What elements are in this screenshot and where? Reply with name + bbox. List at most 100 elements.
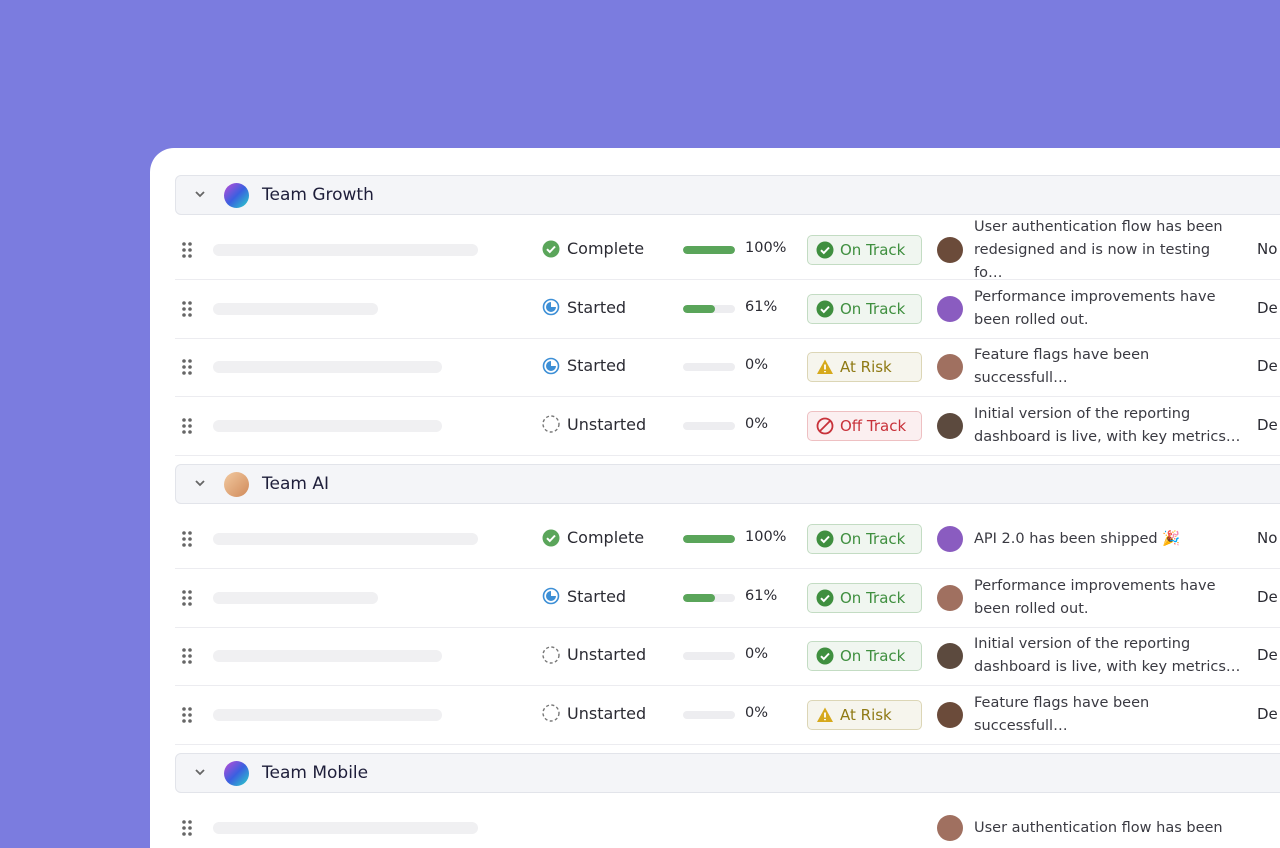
status[interactable]: Started bbox=[542, 298, 626, 317]
placeholder bbox=[213, 533, 478, 545]
drag-handle[interactable] bbox=[181, 819, 193, 837]
placeholder bbox=[213, 650, 442, 662]
placeholder bbox=[213, 361, 442, 373]
row[interactable]: Unstarted 0% Off Track De Initial version of… bbox=[175, 397, 1280, 456]
drag-handle[interactable] bbox=[181, 417, 193, 435]
update-text: Performance improvements have been rolle… bbox=[974, 288, 1216, 328]
row[interactable]: Started 61% On Track De Performance improvem… bbox=[175, 280, 1280, 339]
icon bbox=[817, 707, 833, 722]
group-header[interactable]: Team Growth bbox=[175, 175, 1280, 215]
date: De bbox=[1257, 704, 1278, 723]
update-text: Feature flags have been successfull… bbox=[974, 694, 1150, 734]
drag-handle[interactable] bbox=[181, 358, 193, 376]
progress-label: 0% bbox=[745, 646, 769, 662]
drag-handle[interactable] bbox=[181, 241, 193, 259]
health-badge[interactable]: Off Track bbox=[807, 410, 922, 441]
date: No bbox=[1257, 529, 1278, 547]
icon bbox=[542, 415, 560, 433]
update-text: Feature flags have been successfull… bbox=[974, 347, 1150, 386]
update-text: Initial version of the reporting dashboa… bbox=[974, 405, 1241, 445]
progress-label: 0% bbox=[745, 357, 769, 373]
health-label: On Track bbox=[840, 299, 906, 318]
row[interactable]: Started 0% At Risk De Feature flags have bee… bbox=[175, 338, 1280, 397]
date: De bbox=[1257, 587, 1278, 606]
chevron bbox=[195, 480, 205, 487]
row[interactable]: Complete 100% On Track No API 2.0 has been s… bbox=[175, 510, 1280, 569]
team-icon bbox=[224, 183, 249, 208]
status-label: Unstarted bbox=[567, 703, 647, 723]
group-name: Team AI bbox=[262, 474, 329, 494]
update-text: API 2.0 has been shipped 🎉 bbox=[974, 530, 1181, 547]
date: De bbox=[1257, 357, 1278, 375]
update-text: Initial version of the reporting dashboa… bbox=[974, 636, 1241, 675]
group-name: Team Growth bbox=[262, 185, 374, 205]
status-label: Started bbox=[567, 586, 627, 606]
icon bbox=[816, 241, 834, 259]
drag-handle[interactable] bbox=[181, 300, 193, 318]
health-badge[interactable]: On Track bbox=[807, 235, 922, 265]
health-badge[interactable]: At Risk bbox=[807, 352, 922, 382]
progress-track bbox=[683, 652, 735, 660]
icon bbox=[542, 645, 560, 664]
team-icon bbox=[224, 761, 249, 786]
health-badge[interactable]: On Track bbox=[807, 641, 922, 671]
icon bbox=[542, 298, 560, 316]
health-badge[interactable]: On Track bbox=[807, 524, 922, 554]
placeholder bbox=[213, 591, 378, 604]
row[interactable]: Unstarted 0% At Risk De Feature flags have b… bbox=[175, 686, 1280, 745]
health-badge[interactable]: At Risk bbox=[807, 699, 922, 730]
avatar bbox=[937, 643, 963, 669]
page: Team Growth Complete 100% On Track No User au… bbox=[150, 148, 1280, 848]
status[interactable]: Unstarted bbox=[542, 415, 646, 434]
card: Team Growth Complete 100% On Track No User au… bbox=[150, 148, 1280, 848]
update-text: Performance improvements have been rolle… bbox=[974, 577, 1216, 617]
progress-fill bbox=[683, 304, 715, 313]
chevron bbox=[195, 769, 205, 776]
team-icon bbox=[224, 472, 249, 497]
progress-track bbox=[683, 421, 735, 430]
health-label: At Risk bbox=[840, 705, 892, 724]
placeholder bbox=[213, 822, 478, 834]
drag-handle[interactable] bbox=[181, 706, 193, 724]
icon bbox=[542, 704, 560, 722]
group-name: Team Mobile bbox=[262, 763, 369, 783]
row[interactable]: User authentication flow has been bbox=[175, 799, 1280, 848]
avatar bbox=[937, 584, 963, 611]
status[interactable]: Complete bbox=[542, 528, 644, 547]
progress-track bbox=[683, 535, 735, 543]
avatar bbox=[937, 237, 963, 263]
group-header[interactable]: Team Mobile bbox=[175, 753, 1280, 793]
drag-handle[interactable] bbox=[181, 647, 193, 665]
status-label: Complete bbox=[567, 239, 645, 258]
progress-label: 61% bbox=[745, 298, 778, 315]
status[interactable]: Complete bbox=[542, 239, 644, 258]
avatar bbox=[937, 354, 963, 380]
group-header[interactable]: Team AI bbox=[175, 464, 1280, 504]
health-label: At Risk bbox=[840, 358, 892, 376]
row[interactable]: Complete 100% On Track No User authenticatio… bbox=[175, 218, 1280, 281]
drag-handle[interactable] bbox=[181, 530, 193, 548]
date: De bbox=[1257, 298, 1278, 317]
health-label: On Track bbox=[840, 241, 906, 259]
avatar bbox=[937, 295, 963, 322]
progress-fill bbox=[683, 535, 735, 543]
health-label: On Track bbox=[840, 588, 906, 607]
status[interactable]: Started bbox=[542, 356, 626, 375]
icon bbox=[816, 647, 834, 665]
status-label: Complete bbox=[567, 528, 645, 547]
status[interactable]: Unstarted bbox=[542, 645, 646, 664]
placeholder bbox=[213, 244, 478, 256]
status-label: Unstarted bbox=[567, 414, 647, 434]
health-badge[interactable]: On Track bbox=[807, 293, 922, 324]
progress-label: 100% bbox=[745, 529, 787, 545]
drag-handle[interactable] bbox=[181, 589, 193, 607]
health-badge[interactable]: On Track bbox=[807, 582, 922, 613]
avatar bbox=[937, 412, 963, 439]
placeholder bbox=[213, 708, 442, 721]
status[interactable]: Unstarted bbox=[542, 704, 646, 723]
status[interactable]: Started bbox=[542, 587, 626, 606]
update-text: User authentication flow has been redesi… bbox=[974, 218, 1223, 281]
row[interactable]: Started 61% On Track De Performance improvem… bbox=[175, 569, 1280, 628]
date: De bbox=[1257, 415, 1278, 434]
row[interactable]: Unstarted 0% On Track De Initial version of … bbox=[175, 627, 1280, 686]
